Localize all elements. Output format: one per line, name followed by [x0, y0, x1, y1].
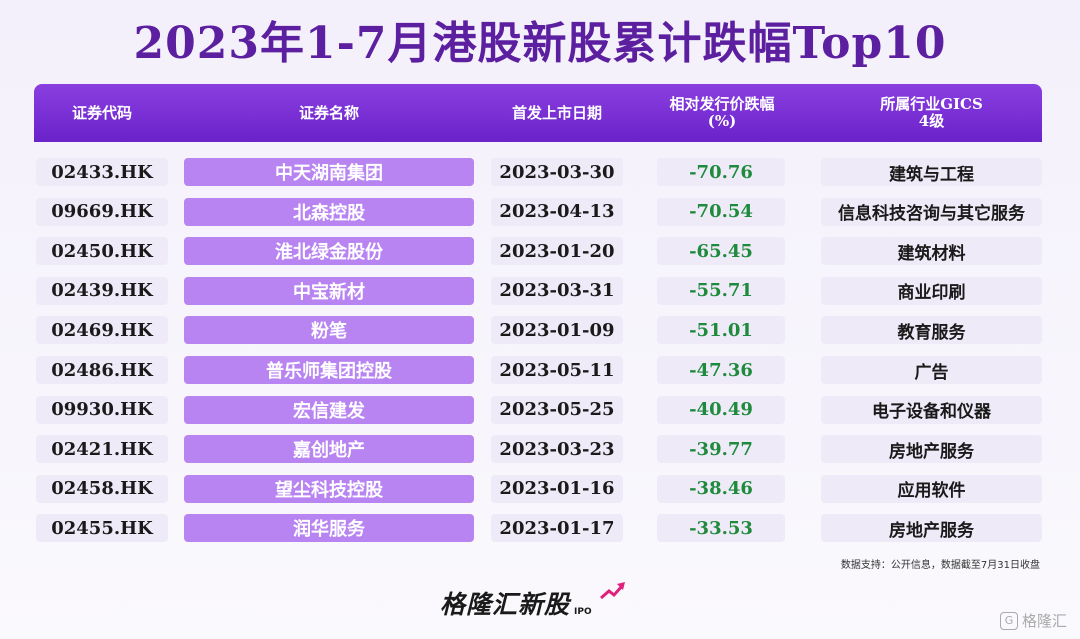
table-row: 02433.HK 中天湖南集团 2023-03-30 -70.76 建筑与工程 [0, 158, 1080, 188]
cell-code: 09930.HK [36, 395, 168, 424]
table-row: 02458.HK 望尘科技控股 2023-01-16 -38.46 应用软件 [0, 474, 1080, 505]
cell-name: 粉笔 [184, 316, 474, 345]
logo-ipo: IPO [574, 607, 592, 617]
cell-name: 中天湖南集团 [184, 158, 474, 186]
cell-pct: -33.53 [657, 514, 785, 543]
cell-pct: -38.46 [657, 474, 785, 503]
cell-code: 02450.HK [36, 237, 168, 266]
cell-pct: -70.76 [657, 158, 785, 186]
cell-name: 嘉创地产 [184, 435, 474, 464]
cell-date: 2023-01-16 [491, 474, 623, 503]
table-header: 证券代码 证券名称 首发上市日期 相对发行价跌幅 (%) 所属行业GICS 4级 [34, 84, 1042, 142]
table-row: 02421.HK 嘉创地产 2023-03-23 -39.77 房地产服务 [0, 435, 1080, 465]
cell-name: 北森控股 [184, 197, 474, 226]
cell-pct: -47.36 [657, 356, 785, 384]
cell-name: 中宝新材 [184, 276, 474, 305]
cell-pct: -51.01 [657, 316, 785, 345]
cell-industry: 电子设备和仪器 [821, 395, 1042, 424]
cell-name: 望尘科技控股 [184, 474, 474, 503]
cell-industry: 应用软件 [821, 474, 1042, 503]
cell-industry: 广告 [821, 356, 1042, 384]
cell-name: 润华服务 [184, 514, 474, 543]
header-pct: 相对发行价跌幅 (%) [669, 95, 775, 130]
cell-code: 09669.HK [36, 197, 168, 226]
chart-title: 2023年1-7月港股新股累计跌幅Top10 [133, 18, 947, 69]
table-row: 02450.HK 淮北绿金股份 2023-01-20 -65.45 建筑材料 [0, 237, 1080, 267]
table-row: 02439.HK 中宝新材 2023-03-31 -55.71 商业印刷 [0, 276, 1080, 307]
cell-name: 淮北绿金股份 [184, 237, 474, 266]
cell-code: 02469.HK [36, 316, 168, 345]
cell-code: 02486.HK [36, 356, 168, 384]
watermark: G 格隆汇 [1000, 610, 1067, 631]
trend-arrow-icon [600, 582, 625, 600]
header-date: 首发上市日期 [511, 103, 602, 122]
cell-date: 2023-03-23 [491, 435, 623, 464]
cell-date: 2023-01-09 [491, 316, 623, 345]
table-row: 02455.HK 润华服务 2023-01-17 -33.53 房地产服务 [0, 514, 1080, 544]
cell-date: 2023-03-31 [491, 276, 623, 305]
cell-code: 02458.HK [36, 474, 168, 503]
cell-name: 普乐师集团控股 [184, 356, 474, 384]
cell-industry: 信息科技咨询与其它服务 [821, 197, 1042, 226]
header-name: 证券名称 [298, 103, 359, 122]
cell-pct: -55.71 [657, 276, 785, 305]
table-row: 02469.HK 粉笔 2023-01-09 -51.01 教育服务 [0, 316, 1080, 346]
cell-date: 2023-03-30 [491, 158, 623, 186]
cell-pct: -40.49 [657, 395, 785, 424]
cell-date: 2023-04-13 [491, 197, 623, 226]
cell-industry: 商业印刷 [821, 276, 1042, 305]
cell-industry: 建筑材料 [821, 237, 1042, 266]
watermark-text: 格隆汇 [1022, 612, 1068, 630]
source-note: 数据支持：公开信息，数据截至7月31日收盘 [840, 560, 1040, 571]
cell-industry: 房地产服务 [821, 435, 1042, 464]
cell-date: 2023-01-20 [491, 237, 623, 266]
cell-pct: -39.77 [657, 435, 785, 464]
header-code: 证券代码 [71, 103, 132, 122]
cell-code: 02455.HK [36, 514, 168, 543]
cell-date: 2023-05-11 [491, 356, 623, 384]
cell-industry: 建筑与工程 [821, 158, 1042, 186]
cell-code: 02439.HK [36, 276, 168, 305]
watermark-icon: G [1000, 611, 1018, 630]
cell-code: 02433.HK [36, 158, 168, 186]
cell-code: 02421.HK [36, 435, 168, 464]
header-industry: 所属行业GICS 4级 [880, 95, 983, 130]
cell-pct: -70.54 [657, 197, 785, 226]
logo-text: 格隆汇新股 [440, 590, 571, 619]
cell-name: 宏信建发 [184, 395, 474, 424]
cell-pct: -65.45 [657, 237, 785, 266]
table-row: 02486.HK 普乐师集团控股 2023-05-11 -47.36 广告 [0, 356, 1080, 386]
cell-industry: 房地产服务 [821, 514, 1042, 543]
cell-date: 2023-05-25 [491, 395, 623, 424]
table-row: 09930.HK 宏信建发 2023-05-25 -40.49 电子设备和仪器 [0, 395, 1080, 426]
brand-logo: 格隆汇新股 IPO [440, 582, 625, 621]
cell-date: 2023-01-17 [491, 514, 623, 543]
table-row: 09669.HK 北森控股 2023-04-13 -70.54 信息科技咨询与其它服务 [0, 197, 1080, 228]
cell-industry: 教育服务 [821, 316, 1042, 345]
